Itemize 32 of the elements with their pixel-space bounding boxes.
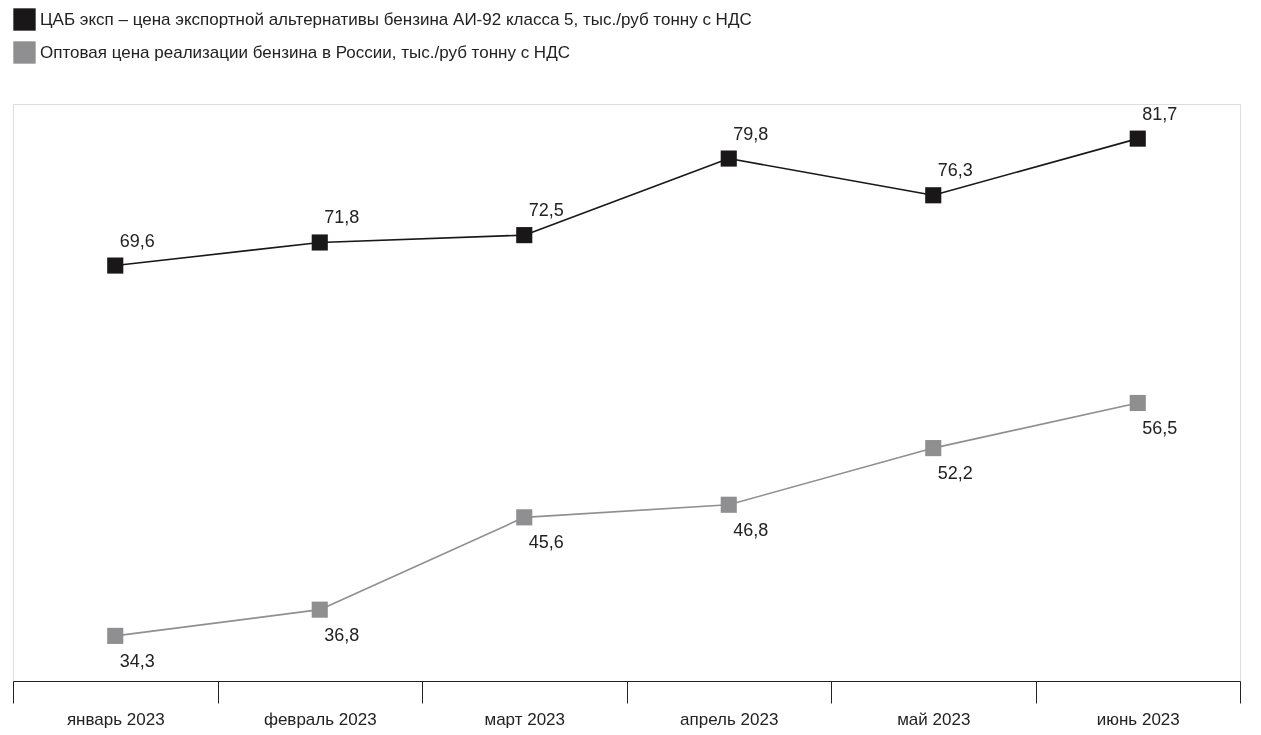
point [925,440,942,457]
data-label: 76,3 [937,160,973,181]
data-label: 71,8 [324,207,360,228]
data-label: 36,8 [324,624,360,645]
point [311,601,328,618]
point [925,187,942,204]
data-label: 34,3 [119,650,155,671]
point [1129,394,1146,412]
legend-label: ЦАБ эксп – цена экспортной альтернативы бензина АИ-92 класса 5, тыс./руб тонну с НДС [40,9,752,29]
point [720,150,737,167]
data-label: 79,8 [733,123,769,144]
x-tick-label: июнь 2023 [1096,709,1180,729]
data-label: 69,6 [119,230,155,251]
x-tick-label: январь 2023 [66,709,165,729]
point [1129,130,1146,147]
data-label: 46,8 [733,519,769,540]
point [516,509,533,526]
point [720,496,737,513]
x-tick-label: май 2023 [897,709,971,729]
point [107,627,124,644]
data-label: 81,7 [1142,103,1178,124]
point [107,257,124,274]
legend-label: Оптовая цена реализации бензина в России, тыс./руб тонну с НДС [40,42,570,62]
point [311,234,328,251]
point [516,227,533,244]
data-label: 52,2 [937,463,973,484]
data-label: 45,6 [528,532,564,553]
data-label: 56,5 [1142,417,1178,438]
data-label: 72,5 [528,200,564,221]
x-tick-label: апрель 2023 [680,709,779,729]
x-tick-label: март 2023 [484,709,566,729]
x-tick-label: февраль 2023 [263,709,377,729]
